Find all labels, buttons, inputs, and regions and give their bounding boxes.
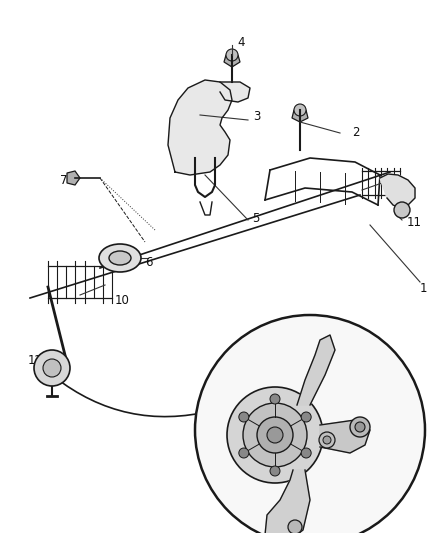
Text: 6: 6 — [145, 256, 152, 270]
Circle shape — [270, 466, 280, 476]
Polygon shape — [220, 82, 250, 102]
Circle shape — [288, 520, 302, 533]
Text: 5: 5 — [252, 212, 259, 224]
Ellipse shape — [99, 244, 141, 272]
Text: 9: 9 — [360, 456, 367, 469]
Text: 4: 4 — [237, 36, 244, 49]
Text: 2: 2 — [352, 125, 360, 139]
Circle shape — [267, 427, 283, 443]
Polygon shape — [265, 470, 310, 533]
Polygon shape — [320, 420, 370, 453]
Circle shape — [226, 49, 238, 61]
Text: 7: 7 — [60, 174, 67, 187]
Text: 3: 3 — [253, 110, 260, 124]
Circle shape — [227, 387, 323, 483]
Circle shape — [239, 412, 249, 422]
Polygon shape — [168, 80, 232, 175]
Circle shape — [350, 417, 370, 437]
Text: 8: 8 — [362, 414, 369, 426]
Circle shape — [257, 417, 293, 453]
Circle shape — [301, 448, 311, 458]
Polygon shape — [297, 335, 335, 405]
Circle shape — [301, 412, 311, 422]
Polygon shape — [380, 174, 415, 208]
Circle shape — [294, 104, 306, 116]
Circle shape — [270, 394, 280, 404]
Circle shape — [239, 448, 249, 458]
Ellipse shape — [109, 251, 131, 265]
Text: 12: 12 — [28, 353, 43, 367]
Text: 1: 1 — [420, 281, 427, 295]
Circle shape — [243, 403, 307, 467]
Circle shape — [195, 315, 425, 533]
Circle shape — [355, 422, 365, 432]
Circle shape — [43, 359, 61, 377]
Polygon shape — [292, 110, 308, 122]
Circle shape — [319, 432, 335, 448]
Polygon shape — [224, 55, 240, 67]
Circle shape — [323, 436, 331, 444]
Circle shape — [34, 350, 70, 386]
Text: 10: 10 — [115, 294, 130, 306]
Text: 11: 11 — [407, 215, 422, 229]
Text: 10: 10 — [380, 364, 395, 376]
Polygon shape — [67, 171, 80, 185]
Circle shape — [394, 202, 410, 218]
